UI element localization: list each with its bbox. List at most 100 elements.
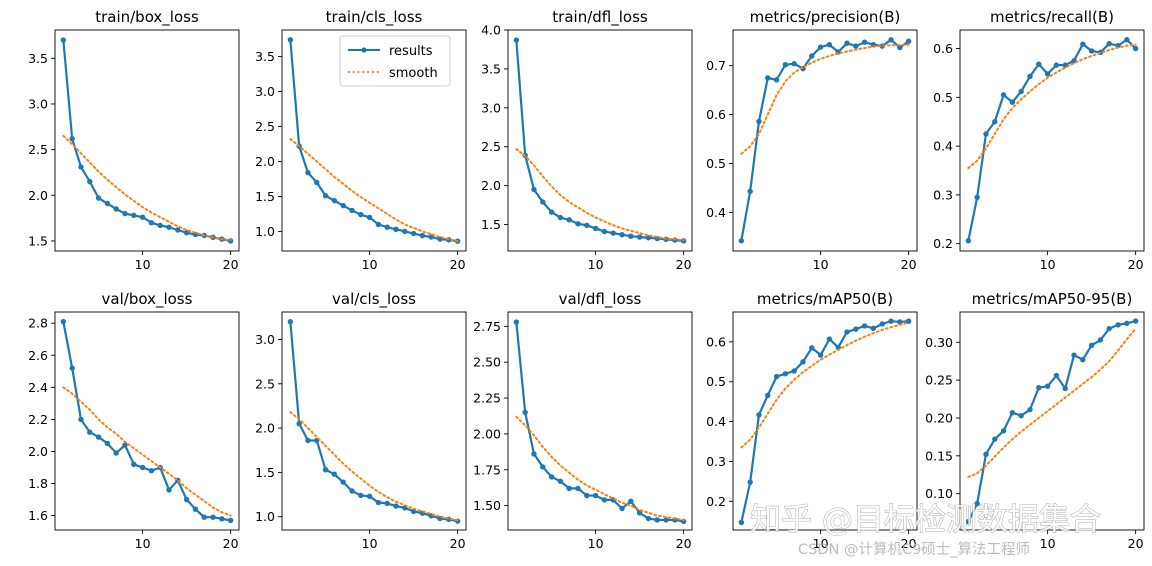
y-tick-label: 2.5 <box>481 139 501 154</box>
results-data-point <box>296 420 302 427</box>
x-tick-label: 20 <box>901 536 917 551</box>
x-tick-label: 20 <box>901 257 917 272</box>
y-tick-label: 2.25 <box>473 391 501 406</box>
results-data-point <box>1124 37 1130 43</box>
y-tick-label: 3.5 <box>255 49 275 64</box>
smooth-series-line <box>515 415 685 521</box>
results-data-point <box>139 464 146 471</box>
subplot-title: metrics/mAP50(B) <box>757 290 893 308</box>
results-data-point <box>540 464 546 470</box>
axes-frame <box>281 311 467 531</box>
results-data-point <box>349 207 355 214</box>
results-data-point <box>393 226 399 233</box>
y-tick-label: 2.0 <box>481 178 501 193</box>
results-data-point <box>1071 352 1077 358</box>
results-data-point <box>358 211 364 218</box>
subplot-title: train/dfl_loss <box>552 8 648 27</box>
x-tick-label: 10 <box>362 257 378 272</box>
legend: results smooth <box>339 35 451 87</box>
results-data-point <box>148 219 155 226</box>
watermark-sub-text: CSDN @计算机C9硕士_算法工程师 <box>798 541 1030 558</box>
subplot-title: val/dfl_loss <box>559 290 642 309</box>
y-tick-label: 2.5 <box>28 142 48 157</box>
y-tick-label: 0.6 <box>933 41 953 56</box>
results-data-point <box>1027 73 1033 80</box>
results-data-point <box>419 232 426 239</box>
results-data-point <box>104 200 111 207</box>
y-tick-label: 1.75 <box>473 462 501 477</box>
subplot-metrics-precision-b: metrics/precision(B) 0.4 0.5 0.6 0.7 10 20 <box>706 8 918 272</box>
subplot-title: metrics/mAP50-95(B) <box>972 290 1133 308</box>
results-data-point <box>384 500 390 507</box>
x-tick-label: 20 <box>676 536 692 551</box>
results-data-point <box>601 497 608 503</box>
y-tick-label: 0.4 <box>706 414 726 429</box>
watermark-main-text: 知乎 @目标检测数据集合 <box>750 502 1101 538</box>
subplot-val-cls-loss: val/cls_loss 1.0 1.5 2.0 2.5 3.0 10 20 <box>255 290 467 551</box>
results-data-point <box>965 238 972 244</box>
y-tick-label: 2.75 <box>473 319 501 334</box>
results-data-point <box>844 329 850 335</box>
results-data-point <box>322 193 329 199</box>
results-data-point <box>897 319 903 325</box>
results-data-point <box>331 471 338 477</box>
results-data-point <box>157 222 163 229</box>
results-data-point <box>557 478 564 484</box>
smooth-series-line <box>967 327 1137 479</box>
results-data-point <box>897 44 903 51</box>
results-data-point <box>122 210 128 217</box>
subplot-title: val/box_loss <box>102 290 193 309</box>
x-tick-label: 20 <box>223 536 239 551</box>
y-tick-label: 0.5 <box>706 156 726 171</box>
results-data-point <box>1018 88 1024 95</box>
y-tick-label: 3.0 <box>481 100 501 115</box>
results-data-point <box>645 515 652 522</box>
results-data-point <box>314 179 320 186</box>
results-data-point <box>773 77 780 83</box>
axes-frame <box>507 311 693 531</box>
results-data-point <box>566 217 572 223</box>
results-data-point <box>87 178 93 185</box>
results-data-point <box>384 224 390 230</box>
results-data-point <box>531 186 537 193</box>
axes-frame <box>959 311 1145 531</box>
results-data-point <box>773 373 780 380</box>
axes-frame <box>959 29 1145 252</box>
y-tick-label: 2.0 <box>255 154 275 169</box>
smooth-series-line <box>740 321 910 449</box>
y-tick-label: 0.4 <box>933 139 953 154</box>
smooth-series-line <box>289 138 459 243</box>
y-tick-label: 2.0 <box>255 421 275 436</box>
results-data-point <box>1097 337 1104 343</box>
results-data-point <box>1036 384 1042 391</box>
results-data-point <box>78 164 84 170</box>
y-tick-label: 0.2 <box>706 494 726 509</box>
results-data-point <box>548 209 555 215</box>
results-data-point <box>782 371 789 377</box>
results-data-point <box>1053 62 1060 68</box>
results-data-point <box>402 228 408 235</box>
results-data-point <box>817 44 824 50</box>
subplot-title: metrics/precision(B) <box>750 8 901 26</box>
results-data-point <box>756 118 762 125</box>
results-data-point <box>1088 342 1095 349</box>
axes-frame <box>732 311 918 531</box>
results-data-point <box>1106 325 1112 332</box>
y-tick-label: 0.7 <box>706 58 726 73</box>
legend-results-label: results <box>389 44 433 59</box>
x-tick-label: 10 <box>813 536 829 551</box>
y-tick-label: 1.5 <box>255 189 275 204</box>
results-data-point <box>888 37 894 43</box>
results-data-point <box>1036 61 1042 67</box>
results-data-point <box>1044 383 1051 389</box>
results-data-point <box>738 519 745 526</box>
results-data-point <box>393 503 399 509</box>
results-data-point <box>1027 406 1033 413</box>
results-data-point <box>192 506 199 512</box>
results-data-point <box>809 53 815 59</box>
results-data-point <box>853 43 859 49</box>
y-tick-label: 0.5 <box>706 374 726 389</box>
y-tick-label: 3.0 <box>255 84 275 99</box>
results-data-point <box>210 514 216 520</box>
results-data-point <box>879 321 885 327</box>
